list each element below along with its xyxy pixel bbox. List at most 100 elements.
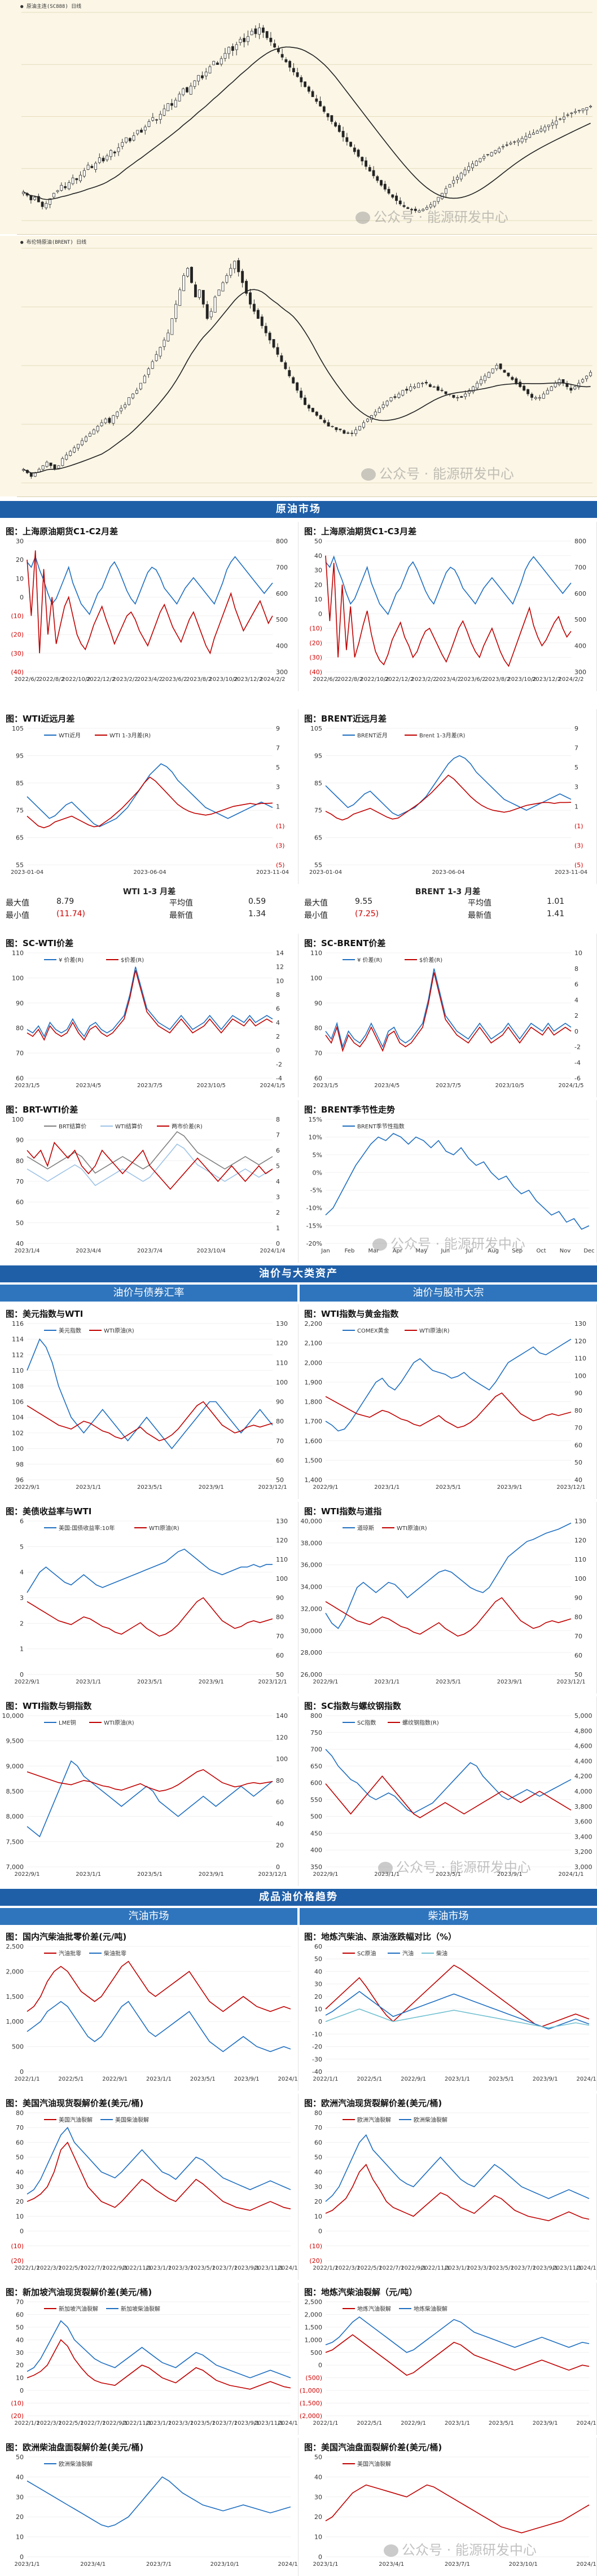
y-right-tick-label: 110 bbox=[276, 1556, 288, 1563]
wti-latest-label: 最新值 bbox=[169, 911, 193, 920]
y-right-tick-label: -6 bbox=[574, 1075, 581, 1082]
y-tick-label: (10) bbox=[11, 613, 24, 620]
y-tick-label: 6 bbox=[20, 1518, 24, 1525]
chart-svg-sc-brent: 110 100 90 80 70 60 10 8 6 4 2 0 -2 -4 -6 2023/1/5 2023/… bbox=[310, 949, 583, 1089]
section-products-left: 汽油市场 bbox=[0, 1908, 297, 1925]
kline-candle bbox=[33, 197, 37, 200]
series-line-1 bbox=[27, 2001, 291, 2052]
kline-candle bbox=[354, 429, 358, 434]
kline-candle bbox=[331, 426, 334, 427]
y-right-tick-label: 5 bbox=[574, 764, 578, 771]
x-tick-label: 2024/1/1 bbox=[577, 2076, 597, 2082]
kline-candle bbox=[401, 390, 405, 395]
kline-candle bbox=[108, 417, 111, 423]
y-tick-label: 55 bbox=[314, 861, 322, 869]
chart-title: 图：地炼汽柴油裂解（元/吨） bbox=[304, 2287, 418, 2297]
kline-candle bbox=[49, 198, 52, 205]
y-right-tick-label: 9 bbox=[574, 725, 578, 732]
kline-candle bbox=[459, 173, 463, 179]
y-tick-label: 40 bbox=[16, 1240, 24, 1247]
y-tick-label: 7,500 bbox=[6, 1838, 24, 1845]
kline-candle bbox=[239, 39, 242, 43]
x-tick-label: Feb bbox=[345, 1248, 355, 1254]
kline-candle bbox=[566, 115, 569, 116]
y-right-tick-label: 120 bbox=[276, 1734, 288, 1741]
kline-candle bbox=[432, 386, 436, 388]
series-line-0 bbox=[325, 1133, 590, 1230]
x-tick-label: 2023/5/1 bbox=[489, 2265, 514, 2271]
kline-candle bbox=[581, 108, 585, 111]
y-right-tick-label: 3,600 bbox=[574, 1818, 592, 1826]
kline-top-chart: ● 原油主连(SC888) 日线 bbox=[17, 0, 597, 235]
kline-candle bbox=[315, 411, 318, 416]
chart-panel-brent-season: 15% 10% 5% 0% -5% -10% -15% -20% Jan Feb Mar Apr May… bbox=[298, 1100, 597, 1263]
kline-candle bbox=[73, 447, 76, 452]
x-tick-label: 2023/5/1 bbox=[436, 1871, 461, 1878]
chart-svg-diesel-crack-local: 2,500 2,000 1,500 1,000 500 0 (500) (1,000) (1,5… bbox=[300, 2298, 596, 2426]
chart-svg-sg-gasoline-crack: 706050403020100(10)(20)2022/1/12022/3/12… bbox=[11, 2298, 298, 2426]
y-right-tick-label: 40 bbox=[276, 1820, 284, 1827]
kline-candle bbox=[482, 156, 486, 159]
x-tick-label: 2023/9/1 bbox=[497, 1484, 523, 1491]
x-tick-label: Jan bbox=[321, 1248, 330, 1254]
kline-candle bbox=[69, 451, 72, 456]
y-tick-label: 50 bbox=[314, 2454, 322, 2461]
y-right-tick-label: 120 bbox=[276, 1537, 288, 1544]
kline-candle bbox=[479, 379, 482, 384]
y-tick-label: -20 bbox=[312, 2043, 322, 2051]
legend-label: BRENT季节性指数 bbox=[357, 1123, 405, 1130]
kline-candle bbox=[425, 207, 428, 210]
kline-candle bbox=[577, 383, 581, 388]
kline-candle bbox=[120, 408, 123, 411]
y-right-tick-label: 700 bbox=[276, 564, 288, 571]
y-tick-label: 40 bbox=[314, 552, 322, 560]
x-tick-label: 2023/1/1 bbox=[445, 2420, 470, 2426]
brent-max-value: 9.55 bbox=[355, 897, 373, 906]
kline-candle bbox=[243, 38, 246, 42]
y-tick-label: 34,000 bbox=[301, 1584, 323, 1591]
brent-latest-value: 1.41 bbox=[547, 909, 565, 918]
y-tick-label: 8,000 bbox=[6, 1813, 24, 1821]
y-tick-label: 750 bbox=[310, 1729, 322, 1737]
kline-candle bbox=[327, 422, 330, 427]
y-right-tick-label: 90 bbox=[574, 1390, 582, 1397]
y-tick-label: 20 bbox=[16, 2513, 24, 2521]
y-tick-label: 32,000 bbox=[301, 1605, 323, 1612]
legend-label: LME铜 bbox=[59, 1720, 76, 1726]
x-tick-label: 2023-06-04 bbox=[133, 869, 166, 876]
kline-candle bbox=[197, 75, 200, 82]
y-tick-label: (10) bbox=[11, 2400, 24, 2407]
x-tick-label: 2023/12/1 bbox=[258, 1871, 287, 1878]
y-tick-label: 2 bbox=[20, 1620, 24, 1627]
y-right-tick-label: 5 bbox=[276, 764, 280, 771]
y-tick-label: 0 bbox=[318, 2362, 322, 2369]
x-tick-label: 2022/6/2 bbox=[313, 676, 339, 683]
kline-candle bbox=[573, 386, 577, 389]
kline-candle bbox=[194, 284, 197, 297]
y-tick-label: 5% bbox=[313, 1151, 322, 1159]
y-tick-label: 100 bbox=[12, 1116, 24, 1123]
kline-candle bbox=[235, 44, 238, 50]
x-tick-label: 2023-11-04 bbox=[555, 869, 587, 876]
kline-moving-average bbox=[23, 46, 591, 200]
kline-candle bbox=[174, 304, 178, 319]
series-line-0 bbox=[325, 1522, 572, 1629]
y-tick-label: 0 bbox=[20, 1671, 24, 1678]
y-tick-label: 8,500 bbox=[6, 1788, 24, 1795]
chart-title: 图：SC-WTI价差 bbox=[6, 938, 74, 948]
chart-title: 图：上海原油期货C1-C3月差 bbox=[304, 526, 417, 537]
x-tick-label: 2022/11/1 bbox=[122, 2265, 151, 2271]
y-tick-label: 0 bbox=[20, 2228, 24, 2235]
kline-candle bbox=[186, 268, 190, 276]
x-tick-label: 2023/2/2 bbox=[411, 676, 437, 683]
x-tick-label: 2023/11/1 bbox=[254, 2420, 283, 2426]
kline-candle bbox=[393, 396, 397, 398]
kline-candle bbox=[589, 372, 592, 376]
x-tick-label: 2023/7/5 bbox=[137, 1083, 163, 1089]
x-tick-label: 2023/12/1 bbox=[258, 1679, 287, 1685]
chart-title: 图：上海原油期货C1-C2月差 bbox=[6, 526, 118, 537]
kline-candle bbox=[77, 443, 80, 449]
y-tick-label: (30) bbox=[309, 654, 322, 661]
kline-candle bbox=[402, 205, 406, 207]
